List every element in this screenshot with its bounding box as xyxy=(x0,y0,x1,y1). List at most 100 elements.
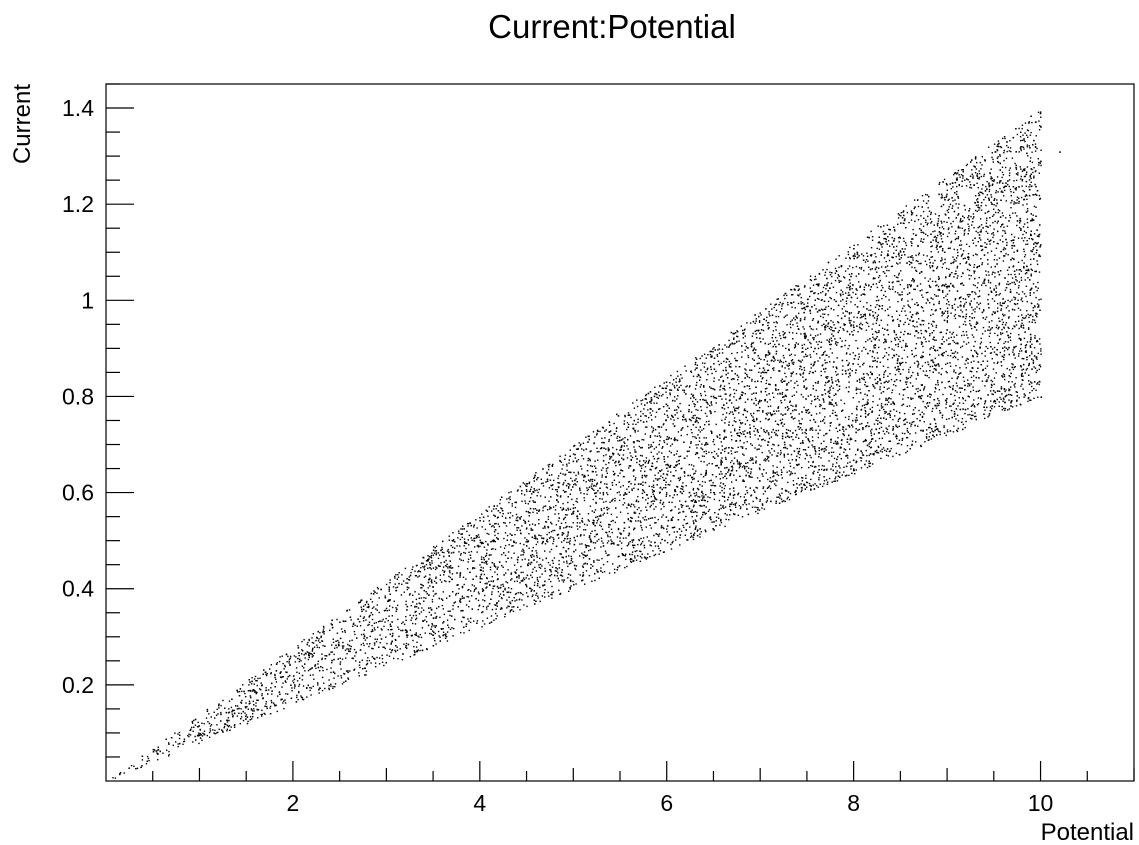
data-point xyxy=(733,338,735,340)
data-point xyxy=(964,363,966,365)
data-point xyxy=(842,293,844,296)
data-point xyxy=(1024,140,1026,143)
data-point xyxy=(1023,265,1025,268)
data-point xyxy=(817,334,819,336)
data-point xyxy=(841,369,844,371)
data-point xyxy=(681,428,683,430)
data-point xyxy=(987,377,989,379)
data-point xyxy=(581,517,584,520)
data-point xyxy=(776,480,778,482)
data-point xyxy=(930,323,933,325)
data-point xyxy=(679,537,681,539)
data-point xyxy=(973,380,975,382)
data-point xyxy=(795,458,797,461)
data-point xyxy=(635,520,637,522)
data-point xyxy=(540,482,543,485)
data-point xyxy=(1001,332,1004,334)
data-point xyxy=(536,495,538,497)
data-point xyxy=(942,355,944,357)
data-point xyxy=(773,396,775,398)
data-point xyxy=(946,372,948,374)
data-point xyxy=(718,517,720,519)
data-point xyxy=(804,431,806,434)
data-point xyxy=(1000,386,1003,388)
data-point xyxy=(834,440,837,442)
data-point xyxy=(872,311,874,313)
data-point xyxy=(741,381,743,383)
data-point xyxy=(730,509,732,512)
data-point xyxy=(961,311,964,313)
data-point xyxy=(666,474,669,476)
data-point xyxy=(849,257,851,259)
data-point xyxy=(818,449,820,452)
data-point xyxy=(293,687,296,689)
data-point xyxy=(592,488,594,490)
data-point xyxy=(824,271,827,274)
data-point xyxy=(971,418,973,420)
data-point xyxy=(433,625,435,627)
data-point xyxy=(451,567,454,569)
data-point xyxy=(796,447,798,450)
data-point xyxy=(1004,230,1006,232)
data-point xyxy=(146,755,149,758)
data-point xyxy=(870,309,872,311)
data-point xyxy=(270,672,272,674)
data-point xyxy=(823,440,825,442)
data-point xyxy=(269,668,271,670)
data-point xyxy=(400,594,403,596)
data-point xyxy=(332,687,334,690)
data-point xyxy=(389,605,391,607)
data-point xyxy=(593,489,595,491)
data-point xyxy=(885,352,888,354)
data-point xyxy=(532,500,534,502)
data-point xyxy=(865,321,868,324)
data-point xyxy=(815,278,817,280)
data-point xyxy=(878,437,881,440)
data-point xyxy=(992,368,995,370)
data-point xyxy=(419,571,422,573)
data-point xyxy=(1023,230,1026,232)
data-point xyxy=(996,176,999,178)
data-point xyxy=(963,306,965,308)
data-point xyxy=(773,321,775,324)
data-point xyxy=(443,580,446,582)
data-point xyxy=(753,347,756,349)
data-point xyxy=(1026,358,1028,361)
data-point xyxy=(751,335,754,337)
data-point xyxy=(373,627,376,629)
data-point xyxy=(198,732,200,734)
data-point xyxy=(548,487,551,489)
data-point xyxy=(380,588,382,590)
data-point xyxy=(892,256,894,259)
data-point xyxy=(277,695,279,697)
data-point xyxy=(957,214,959,216)
data-point xyxy=(768,485,771,487)
data-point xyxy=(984,403,986,405)
data-point xyxy=(608,526,610,528)
data-point xyxy=(902,394,905,396)
data-point xyxy=(432,595,435,597)
data-point xyxy=(517,527,520,529)
data-point xyxy=(880,407,883,409)
data-point xyxy=(1013,366,1015,368)
data-point xyxy=(885,411,887,413)
data-point xyxy=(899,340,901,343)
data-point xyxy=(182,743,184,745)
data-point xyxy=(701,362,704,364)
data-point xyxy=(887,308,889,310)
data-point xyxy=(406,586,409,588)
data-point xyxy=(414,606,416,608)
data-point xyxy=(616,544,619,546)
data-point xyxy=(721,473,723,475)
data-point xyxy=(479,541,482,544)
data-point xyxy=(1003,407,1005,410)
data-point xyxy=(823,418,825,421)
data-point xyxy=(737,514,739,516)
data-point xyxy=(1020,148,1022,150)
data-point xyxy=(1020,139,1022,142)
data-point xyxy=(724,422,726,424)
data-point xyxy=(588,520,590,522)
data-point xyxy=(572,522,574,524)
data-point xyxy=(807,395,810,397)
data-point xyxy=(666,443,668,445)
